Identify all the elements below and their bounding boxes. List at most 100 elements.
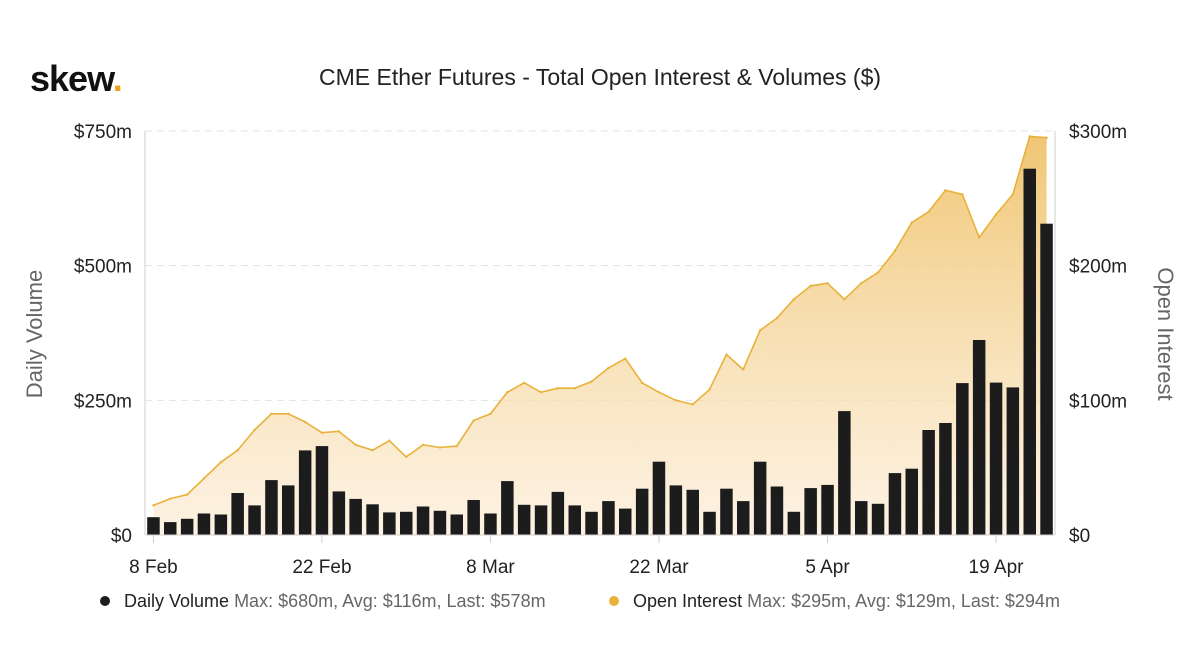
volume-bar bbox=[855, 501, 868, 535]
volume-bar bbox=[804, 488, 817, 535]
volume-bar bbox=[383, 512, 396, 535]
open-interest-point bbox=[287, 412, 290, 415]
open-interest-point bbox=[843, 298, 846, 301]
open-interest-point bbox=[371, 448, 374, 452]
open-interest-point bbox=[539, 391, 543, 394]
legend-item-daily-volume[interactable]: Daily Volume Max: $680m, Avg: $116m, Las… bbox=[100, 591, 546, 612]
volume-bar bbox=[332, 491, 346, 535]
open-interest-point bbox=[506, 391, 509, 394]
volume-bars-layer bbox=[147, 168, 1053, 535]
open-interest-point bbox=[691, 403, 694, 406]
open-interest-point bbox=[758, 329, 762, 332]
x-tick-label: 5 Apr bbox=[805, 557, 850, 578]
volume-bar bbox=[433, 510, 447, 535]
volume-bar bbox=[366, 504, 379, 535]
volume-bar bbox=[534, 505, 548, 535]
volume-bar bbox=[568, 505, 581, 535]
open-interest-point bbox=[607, 366, 610, 370]
open-interest-point bbox=[590, 380, 593, 383]
volume-bar bbox=[635, 488, 649, 535]
volume-bar bbox=[450, 514, 463, 535]
volume-bar bbox=[905, 468, 918, 535]
open-interest-point bbox=[169, 497, 172, 500]
open-interest-point bbox=[876, 271, 880, 274]
volume-bar bbox=[164, 522, 177, 535]
volume-bar bbox=[838, 411, 851, 535]
y-right-tick-label: $0 bbox=[1069, 526, 1090, 547]
volume-bar bbox=[517, 504, 531, 535]
volume-bar bbox=[1006, 387, 1020, 535]
volume-bar bbox=[585, 511, 598, 535]
volume-bar bbox=[349, 498, 362, 535]
open-interest-point bbox=[725, 353, 728, 356]
open-interest-point bbox=[202, 477, 206, 480]
open-interest-point bbox=[472, 419, 475, 422]
volume-bar bbox=[282, 485, 295, 535]
open-interest-point bbox=[303, 420, 307, 424]
legend-name-open-interest: Open Interest bbox=[633, 591, 743, 611]
volume-bar bbox=[686, 489, 699, 535]
volume-bar bbox=[231, 493, 244, 535]
open-interest-point bbox=[185, 493, 189, 496]
volume-bar bbox=[180, 518, 194, 535]
open-interest-point bbox=[792, 298, 795, 301]
volume-bar bbox=[467, 500, 480, 535]
open-interest-point bbox=[893, 249, 897, 253]
volume-bar bbox=[787, 511, 801, 535]
y-left-tick-label: $750m bbox=[74, 122, 132, 143]
chart-title: CME Ether Futures - Total Open Interest … bbox=[318, 64, 882, 90]
volume-bar bbox=[248, 505, 261, 535]
open-interest-point bbox=[522, 381, 526, 385]
volume-bar bbox=[972, 340, 986, 535]
open-interest-point bbox=[438, 446, 442, 449]
open-interest-point bbox=[1045, 136, 1048, 139]
open-interest-point bbox=[775, 316, 779, 320]
volume-bar bbox=[265, 480, 278, 535]
open-interest-point bbox=[152, 504, 155, 507]
y-left-tick-label: $0 bbox=[111, 526, 132, 547]
open-interest-point bbox=[674, 399, 678, 402]
volume-bar bbox=[821, 484, 834, 535]
volume-bar bbox=[652, 461, 666, 535]
y-right-tick-label: $100m bbox=[1069, 391, 1127, 412]
y-left-tick-label: $500m bbox=[74, 257, 132, 278]
x-tick-label: 22 Feb bbox=[292, 557, 351, 578]
x-tick-label: 8 Mar bbox=[466, 557, 515, 578]
open-interest-point bbox=[388, 439, 391, 442]
legend-item-open-interest[interactable]: Open Interest Max: $295m, Avg: $129m, La… bbox=[609, 591, 1060, 612]
y-right-tick-label: $300m bbox=[1069, 122, 1127, 143]
open-interest-point bbox=[219, 461, 223, 464]
skew-logo: skew. bbox=[30, 58, 123, 100]
volume-bar bbox=[669, 485, 683, 535]
daily-volume-dot-icon bbox=[100, 596, 110, 607]
open-interest-point bbox=[556, 387, 560, 390]
volume-bar bbox=[501, 481, 514, 535]
volume-bar bbox=[298, 450, 312, 535]
volume-bar bbox=[1040, 223, 1053, 535]
open-interest-point bbox=[337, 430, 340, 433]
open-interest-point bbox=[421, 443, 425, 446]
open-interest-point bbox=[236, 448, 239, 452]
open-interest-area bbox=[153, 136, 1047, 535]
open-interest-point bbox=[809, 284, 812, 288]
open-interest-point bbox=[708, 388, 711, 391]
open-interest-point bbox=[910, 221, 913, 224]
open-interest-point bbox=[961, 193, 964, 196]
open-interest-point bbox=[927, 210, 930, 213]
volume-bar bbox=[1023, 168, 1036, 535]
open-interest-point bbox=[270, 412, 273, 415]
volume-bar bbox=[922, 430, 935, 535]
volume-bar bbox=[871, 503, 885, 535]
volume-bar bbox=[214, 514, 228, 535]
volume-bar bbox=[602, 501, 615, 535]
open-interest-point bbox=[354, 443, 357, 446]
open-interest-area-layer bbox=[152, 135, 1048, 535]
volume-bar bbox=[737, 501, 750, 535]
open-interest-point bbox=[994, 213, 998, 216]
open-interest-point bbox=[624, 357, 627, 360]
open-interest-point bbox=[1011, 193, 1015, 196]
open-interest-point bbox=[405, 455, 408, 459]
open-interest-point bbox=[826, 281, 829, 285]
y-axis-left-title: Daily Volume bbox=[22, 270, 47, 398]
